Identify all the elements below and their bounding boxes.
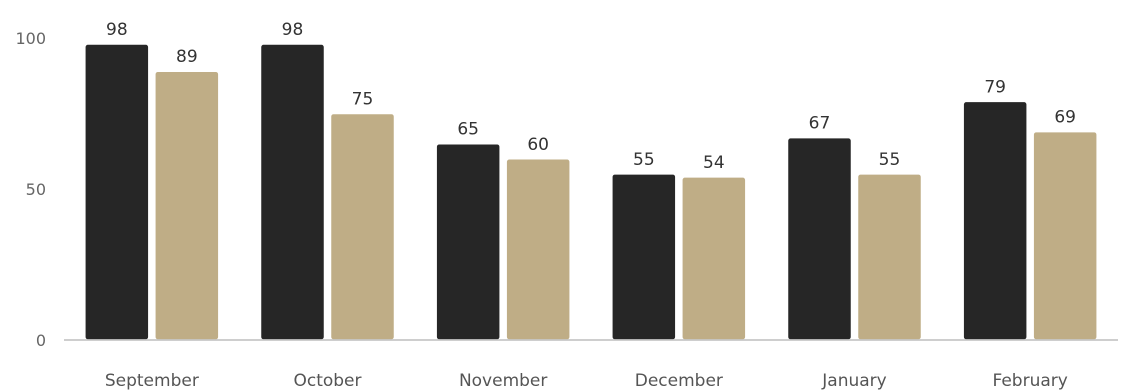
x-axis: September October November December January F…	[105, 371, 1068, 390]
x-category-label: November	[459, 371, 547, 390]
bar-data-label: 98	[282, 20, 304, 40]
data-labels: 98 89 98 75 65 60 55 54 67 55 79 69	[106, 20, 1076, 173]
bar-data-label: 60	[527, 135, 549, 155]
bar	[856, 173, 923, 341]
bar	[1032, 130, 1098, 341]
bar	[154, 70, 220, 341]
x-category-label: February	[992, 371, 1067, 390]
bar-data-label: 67	[809, 114, 831, 134]
bars	[84, 43, 1098, 341]
bar-data-label: 65	[457, 120, 479, 140]
bar	[681, 176, 747, 341]
bar	[505, 158, 571, 341]
bar	[329, 112, 396, 341]
y-tick-label: 100	[15, 29, 46, 48]
bar-data-label: 69	[1054, 108, 1076, 128]
y-tick-label: 0	[36, 331, 46, 350]
bar	[962, 100, 1028, 341]
bar	[786, 136, 853, 341]
x-category-label: January	[821, 371, 886, 390]
bar	[435, 142, 501, 341]
bar-data-label: 55	[633, 150, 655, 170]
bar	[84, 43, 150, 341]
bar	[611, 173, 677, 341]
bar-data-label: 98	[106, 20, 128, 40]
y-tick-label: 50	[26, 180, 46, 199]
bar	[259, 43, 326, 341]
x-category-label: December	[635, 371, 723, 390]
y-axis: 0 50 100	[15, 29, 46, 350]
bar-data-label: 75	[352, 90, 374, 110]
bar-data-label: 79	[984, 77, 1006, 97]
bar-data-label: 89	[176, 47, 198, 67]
bar-data-label: 54	[703, 153, 725, 173]
x-category-label: September	[105, 371, 199, 390]
x-category-label: October	[293, 371, 361, 390]
bar-data-label: 55	[879, 150, 901, 170]
